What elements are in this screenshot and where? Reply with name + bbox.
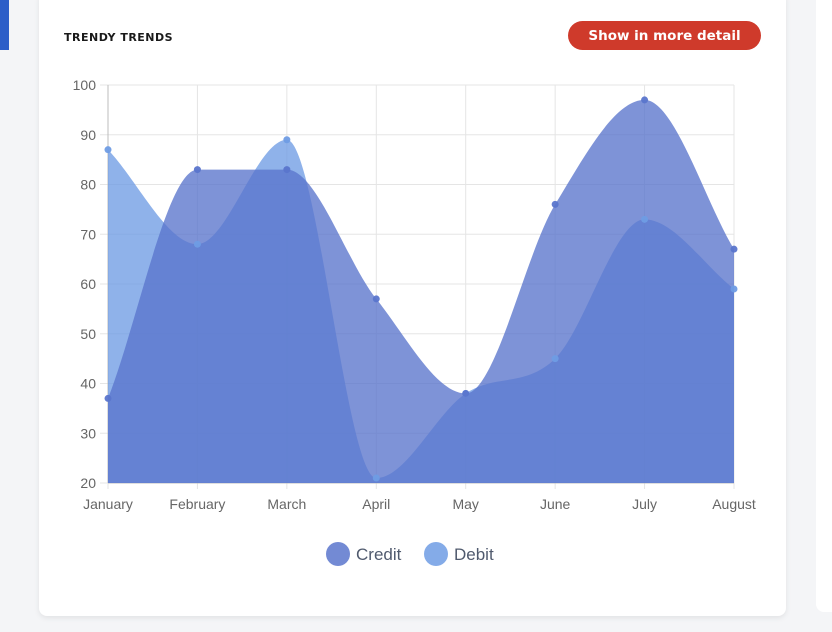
sidebar-accent [0,0,9,50]
show-more-detail-button[interactable]: Show in more detail [568,21,761,50]
data-point-credit [730,245,738,253]
data-point-debit [104,146,112,154]
data-point-debit [551,355,559,363]
y-tick-label: 20 [80,475,96,491]
data-point-credit [283,166,291,174]
y-tick-label: 50 [80,326,96,342]
card-title: TRENDY TRENDS [64,31,174,44]
x-tick-label: April [362,496,390,512]
series-area-credit [108,99,734,484]
x-tick-label: July [632,496,657,512]
data-point-credit [641,96,649,104]
data-point-credit [372,295,380,303]
data-point-credit [462,389,470,397]
legend-swatch-debit [424,542,448,566]
legend-label-debit: Debit [454,545,494,564]
y-tick-label: 80 [80,177,96,193]
x-tick-label: August [712,496,756,512]
y-tick-label: 90 [80,127,96,143]
y-tick-label: 100 [73,77,97,93]
y-tick-label: 30 [80,425,96,441]
y-tick-label: 40 [80,376,96,392]
y-tick-label: 60 [80,276,96,292]
x-tick-label: March [267,496,306,512]
data-point-credit [193,166,201,174]
x-tick-label: February [169,496,225,512]
legend-label-credit: Credit [356,545,402,564]
x-tick-label: June [540,496,571,512]
data-point-debit [283,136,291,144]
data-point-credit [104,394,112,402]
data-point-debit [372,474,380,482]
x-tick-label: May [452,496,478,512]
legend-swatch-credit [326,542,350,566]
y-tick-label: 70 [80,226,96,242]
data-point-credit [551,200,559,208]
x-tick-label: January [83,496,133,512]
data-point-debit [730,285,738,293]
adjacent-card-edge [816,0,832,612]
data-point-debit [193,240,201,248]
data-point-debit [641,215,649,223]
